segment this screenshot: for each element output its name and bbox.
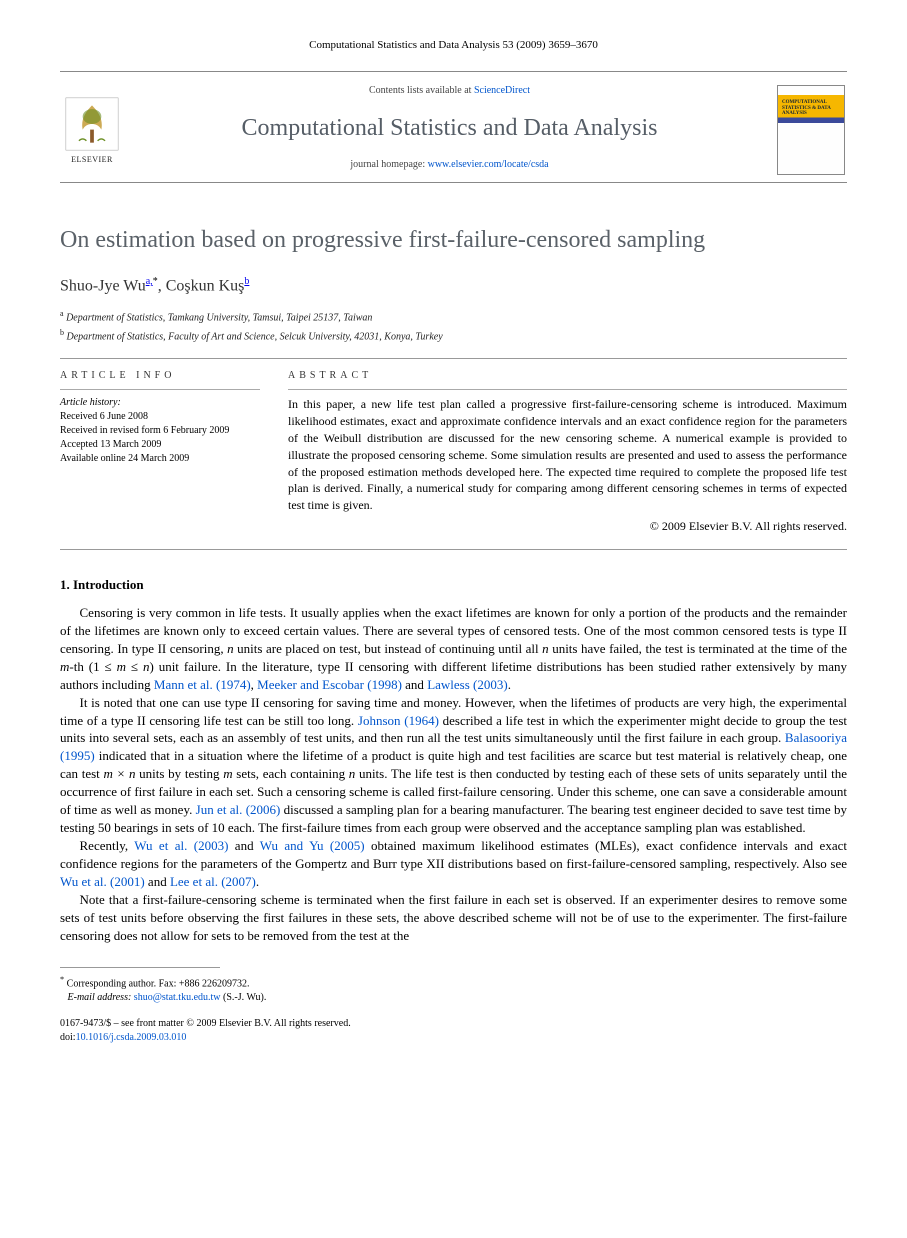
var-mxn: m × n [103, 766, 135, 781]
ref-link[interactable]: Meeker and Escobar (1998) [257, 677, 402, 692]
history-label: Article history: [60, 396, 260, 410]
doi-link[interactable]: 10.1016/j.csda.2009.03.010 [76, 1032, 187, 1043]
abstract-head: ABSTRACT [288, 369, 847, 383]
masthead-center: Contents lists available at ScienceDirec… [138, 78, 761, 182]
article-info-head: ARTICLE INFO [60, 369, 260, 383]
cover-thumbnail: COMPUTATIONAL STATISTICS & DATA ANALYSIS [775, 78, 847, 182]
ref-link[interactable]: Wu and Yu (2005) [260, 838, 365, 853]
affil-link-a[interactable]: a, [146, 276, 153, 287]
history-line: Accepted 13 March 2009 [60, 438, 260, 452]
author-1: Shuo-Jye Wu [60, 277, 146, 294]
text: -th (1 ≤ [69, 659, 116, 674]
journal-cover-icon: COMPUTATIONAL STATISTICS & DATA ANALYSIS [777, 85, 845, 175]
intro-para-2: It is noted that one can use type II cen… [60, 694, 847, 838]
text: units by testing [136, 766, 224, 781]
email-suffix: (S.-J. Wu). [223, 992, 266, 1003]
ref-link[interactable]: Lee et al. (2007) [170, 874, 256, 889]
contents-line: Contents lists available at ScienceDirec… [138, 84, 761, 98]
ref-link[interactable]: Wu et al. (2001) [60, 874, 145, 889]
elsevier-logo: ELSEVIER [60, 78, 124, 182]
affil-mark: a [60, 309, 64, 318]
info-abstract-row: ARTICLE INFO Article history: Received 6… [60, 369, 847, 534]
text: Recently, [80, 838, 135, 853]
intro-para-1: Censoring is very common in life tests. … [60, 604, 847, 694]
text: . [256, 874, 259, 889]
divider [60, 549, 847, 550]
journal-title: Computational Statistics and Data Analys… [138, 112, 761, 146]
sciencedirect-link[interactable]: ScienceDirect [474, 85, 530, 96]
text: and [228, 838, 259, 853]
abstract-column: ABSTRACT In this paper, a new life test … [288, 369, 847, 534]
divider [60, 358, 847, 359]
history-line: Received 6 June 2008 [60, 410, 260, 424]
corresponding-footnote: * Corresponding author. Fax: +886 226209… [60, 974, 847, 1005]
text: and [145, 874, 170, 889]
text: and [402, 677, 427, 692]
affiliation-b: b Department of Statistics, Faculty of A… [60, 327, 847, 344]
affil-link-b[interactable]: b [244, 276, 249, 287]
ref-link[interactable]: Wu et al. (2003) [134, 838, 228, 853]
homepage-link[interactable]: www.elsevier.com/locate/csda [428, 159, 549, 170]
intro-para-4: Note that a first-failure-censoring sche… [60, 891, 847, 945]
masthead: ELSEVIER Contents lists available at Sci… [60, 78, 847, 183]
footnote-divider [60, 967, 220, 968]
ref-link[interactable]: Johnson (1964) [358, 713, 439, 728]
email-label: E-mail address: [68, 992, 132, 1003]
var-m: m [223, 766, 232, 781]
homepage-prefix: journal homepage: [350, 159, 427, 170]
top-rule [60, 71, 847, 72]
ref-link[interactable]: Mann et al. (1974) [154, 677, 251, 692]
publisher-name: ELSEVIER [71, 154, 113, 165]
history-line: Received in revised form 6 February 2009 [60, 424, 260, 438]
ref-link[interactable]: Lawless (2003) [427, 677, 508, 692]
author-2: , Coşkun Kuş [158, 277, 245, 294]
abstract-copyright: © 2009 Elsevier B.V. All rights reserved… [288, 518, 847, 535]
corr-text: Corresponding author. Fax: +886 22620973… [67, 978, 250, 989]
contents-prefix: Contents lists available at [369, 85, 474, 96]
text: units have failed, the test is terminate… [549, 641, 847, 656]
doi-prefix: doi: [60, 1032, 76, 1043]
var-m: m [117, 659, 126, 674]
history-line: Available online 24 March 2009 [60, 452, 260, 466]
article-info-column: ARTICLE INFO Article history: Received 6… [60, 369, 260, 534]
author-list: Shuo-Jye Wua,*, Coşkun Kuşb [60, 275, 847, 298]
intro-para-3: Recently, Wu et al. (2003) and Wu and Yu… [60, 837, 847, 891]
homepage-line: journal homepage: www.elsevier.com/locat… [138, 158, 761, 172]
article-title: On estimation based on progressive first… [60, 225, 847, 255]
email-link[interactable]: shuo@stat.tku.edu.tw [134, 992, 221, 1003]
ref-link[interactable]: Jun et al. (2006) [196, 802, 281, 817]
text: sets, each containing [233, 766, 349, 781]
affiliation-a: a Department of Statistics, Tamkang Univ… [60, 308, 847, 325]
star-icon: * [60, 975, 64, 984]
text: ≤ [126, 659, 143, 674]
var-m: m [60, 659, 69, 674]
affil-mark: b [60, 328, 64, 337]
divider [288, 389, 847, 390]
elsevier-tree-icon [64, 96, 120, 152]
abstract-text: In this paper, a new life test plan call… [288, 396, 847, 514]
affil-text: Department of Statistics, Faculty of Art… [67, 331, 443, 342]
section-head-intro: 1. Introduction [60, 576, 847, 594]
front-matter-copyright: 0167-9473/$ – see front matter © 2009 El… [60, 1017, 847, 1031]
affil-text: Department of Statistics, Tamkang Univer… [66, 312, 372, 323]
divider [60, 389, 260, 390]
cover-text: COMPUTATIONAL STATISTICS & DATA ANALYSIS [782, 100, 840, 117]
text: units are placed on test, but instead of… [234, 641, 543, 656]
running-head: Computational Statistics and Data Analys… [60, 38, 847, 53]
doi-line: doi:10.1016/j.csda.2009.03.010 [60, 1031, 847, 1045]
text: . [508, 677, 511, 692]
